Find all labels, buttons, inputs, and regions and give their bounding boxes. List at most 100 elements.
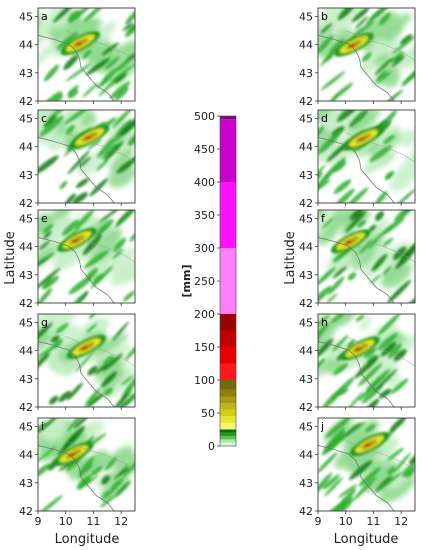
panel-frame <box>317 417 416 512</box>
coastline <box>318 444 395 511</box>
y-tick-label: 45 <box>19 112 33 125</box>
x-tick-label: 10 <box>59 515 73 528</box>
rain-streak <box>355 314 365 322</box>
rain-streak <box>78 463 93 478</box>
rain-streak <box>82 49 92 60</box>
y-tick-label: 43 <box>299 67 313 80</box>
rain-streak <box>101 143 118 160</box>
coastline <box>38 236 115 303</box>
rain-streak <box>332 266 347 279</box>
rain-streak <box>327 93 340 101</box>
panel-label: h <box>321 316 328 329</box>
panel-h: h 42 43 44 45 <box>299 313 416 414</box>
boundary-line <box>345 132 415 163</box>
rain-streak <box>72 192 88 203</box>
rain-streak <box>59 180 68 190</box>
rain-streak <box>124 341 135 361</box>
rain-blob <box>376 13 412 40</box>
y-tick-label: 42 <box>19 505 33 518</box>
rain-streak <box>49 395 59 405</box>
rain-streak <box>53 93 64 101</box>
rain-streak <box>320 47 338 67</box>
rain-streak <box>366 8 393 24</box>
rain-streak <box>77 290 89 303</box>
rain-streak <box>355 16 369 29</box>
rain-streak <box>101 475 110 485</box>
rain-streak <box>318 472 333 497</box>
rain-streak <box>377 69 387 79</box>
rain-streak <box>114 481 131 498</box>
colorbar-bin <box>220 182 236 248</box>
rain-streak <box>320 70 346 91</box>
rain-streak <box>114 58 131 73</box>
rain-streak <box>38 322 53 346</box>
colorbar-bin <box>220 436 236 440</box>
panel-label: i <box>41 420 44 433</box>
rain-streak <box>357 219 367 228</box>
rain-streak <box>38 155 59 175</box>
panel-frame <box>37 7 136 102</box>
coastline <box>38 444 115 511</box>
rain-streak <box>67 150 90 175</box>
rain-streak <box>38 267 61 290</box>
colorbar-bin <box>220 119 236 182</box>
rain-streak <box>96 76 112 89</box>
y-axis: 42 43 44 45 <box>19 212 38 310</box>
boundary-line <box>345 232 415 263</box>
rain-blob <box>43 210 75 231</box>
rain-streak <box>38 352 50 375</box>
rain-streak <box>78 456 95 475</box>
rain-streak <box>38 252 55 267</box>
rain-streak <box>38 240 50 250</box>
rain-streak <box>61 219 79 237</box>
y-tick-label: 42 <box>19 297 33 310</box>
rain-blob <box>88 450 111 472</box>
rain-blob <box>379 473 415 503</box>
rain-streak <box>345 422 361 437</box>
rain-streak <box>89 178 108 197</box>
rain-streak <box>97 74 122 97</box>
coastline <box>318 136 395 203</box>
rain-streak <box>96 159 109 171</box>
rain-streak <box>390 378 409 394</box>
rain-streak <box>96 137 116 159</box>
rain-blob <box>365 218 390 237</box>
y-tick-label: 44 <box>19 345 33 358</box>
rain-streak <box>337 8 359 21</box>
rain-streak <box>332 334 349 352</box>
precip-field <box>38 8 135 101</box>
rain-streak <box>122 22 134 31</box>
rain-streak <box>73 418 90 429</box>
rain-streak <box>386 447 404 462</box>
boundary-line <box>65 440 135 471</box>
boundary-line <box>65 232 135 263</box>
rain-streak <box>102 353 123 372</box>
rain-streak <box>62 426 85 451</box>
panel-label: e <box>41 212 48 225</box>
rain-streak <box>395 243 415 269</box>
rain-streak <box>388 343 402 359</box>
colorbar-bin <box>220 416 236 423</box>
heavy-rain-core <box>340 336 380 361</box>
rain-streak <box>378 12 391 26</box>
rain-streak <box>368 224 377 233</box>
rain-streak <box>358 378 382 402</box>
rain-streak <box>330 376 355 401</box>
colorbar-bin <box>220 442 236 446</box>
precip-field <box>318 210 415 303</box>
y-tick-label: 44 <box>19 449 33 462</box>
precip-field <box>318 418 415 511</box>
colorbar-bin <box>220 403 236 410</box>
rain-streak <box>330 314 345 324</box>
rain-streak <box>38 446 57 463</box>
y-tick-label: 43 <box>19 269 33 282</box>
rain-streak <box>90 466 103 476</box>
rain-streak <box>84 388 101 407</box>
rain-streak <box>75 178 89 189</box>
colorbar-bin <box>220 380 236 390</box>
rain-streak <box>318 267 336 286</box>
rain-streak <box>402 463 415 478</box>
rain-streak <box>377 110 398 132</box>
rain-streak <box>351 110 365 126</box>
